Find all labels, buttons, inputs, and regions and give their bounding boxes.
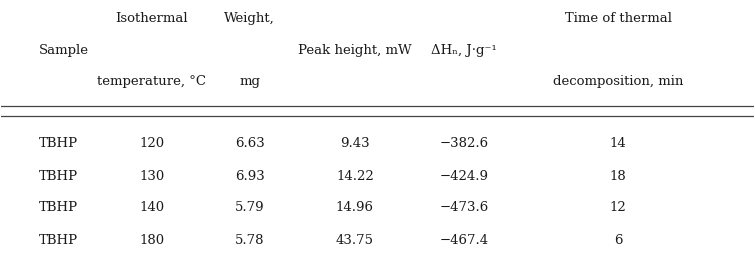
Text: −467.4: −467.4 <box>439 233 488 247</box>
Text: 6.93: 6.93 <box>235 170 264 183</box>
Text: decomposition, min: decomposition, min <box>553 75 683 88</box>
Text: mg: mg <box>239 75 260 88</box>
Text: 130: 130 <box>139 170 165 183</box>
Text: TBHP: TBHP <box>39 137 78 150</box>
Text: TBHP: TBHP <box>39 233 78 247</box>
Text: Isothermal: Isothermal <box>116 12 188 25</box>
Text: 140: 140 <box>139 201 165 214</box>
Text: Sample: Sample <box>39 44 89 57</box>
Text: TBHP: TBHP <box>39 201 78 214</box>
Text: 14: 14 <box>610 137 627 150</box>
Text: Weight,: Weight, <box>224 12 275 25</box>
Text: 180: 180 <box>139 233 165 247</box>
Text: 5.78: 5.78 <box>235 233 264 247</box>
Text: 6.63: 6.63 <box>235 137 264 150</box>
Text: 43.75: 43.75 <box>336 233 374 247</box>
Text: −382.6: −382.6 <box>439 137 488 150</box>
Text: 5.79: 5.79 <box>235 201 264 214</box>
Text: 12: 12 <box>610 201 627 214</box>
Text: Time of thermal: Time of thermal <box>565 12 672 25</box>
Text: 9.43: 9.43 <box>340 137 370 150</box>
Text: temperature, °C: temperature, °C <box>97 75 206 88</box>
Text: Peak height, mW: Peak height, mW <box>298 44 411 57</box>
Text: −424.9: −424.9 <box>439 170 488 183</box>
Text: 18: 18 <box>610 170 627 183</box>
Text: 120: 120 <box>139 137 165 150</box>
Text: TBHP: TBHP <box>39 170 78 183</box>
Text: ΔHₙ, J·g⁻¹: ΔHₙ, J·g⁻¹ <box>431 44 497 57</box>
Text: 14.22: 14.22 <box>336 170 374 183</box>
Text: 6: 6 <box>614 233 622 247</box>
Text: −473.6: −473.6 <box>439 201 488 214</box>
Text: 14.96: 14.96 <box>336 201 374 214</box>
